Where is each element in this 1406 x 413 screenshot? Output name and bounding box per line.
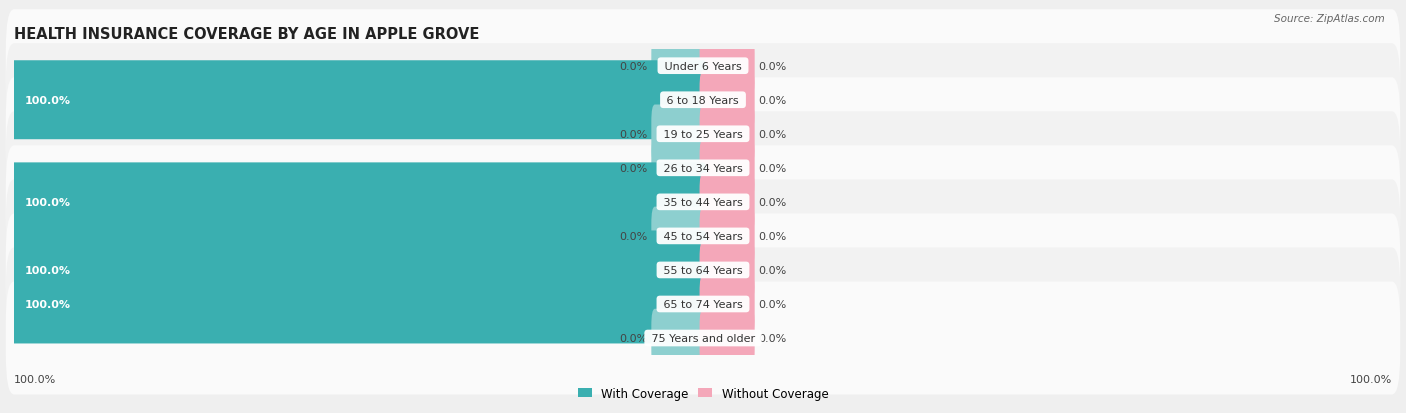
Text: 55 to 64 Years: 55 to 64 Years — [659, 265, 747, 275]
FancyBboxPatch shape — [651, 309, 706, 368]
Text: 0.0%: 0.0% — [758, 265, 786, 275]
Text: 0.0%: 0.0% — [758, 299, 786, 309]
Text: 65 to 74 Years: 65 to 74 Years — [659, 299, 747, 309]
FancyBboxPatch shape — [6, 112, 1400, 225]
FancyBboxPatch shape — [8, 231, 709, 310]
Text: Source: ZipAtlas.com: Source: ZipAtlas.com — [1274, 14, 1385, 24]
FancyBboxPatch shape — [700, 105, 755, 164]
Text: 35 to 44 Years: 35 to 44 Years — [659, 197, 747, 207]
Text: 100.0%: 100.0% — [24, 95, 70, 105]
FancyBboxPatch shape — [700, 139, 755, 197]
FancyBboxPatch shape — [700, 71, 755, 130]
Text: 100.0%: 100.0% — [14, 374, 56, 384]
Text: 19 to 25 Years: 19 to 25 Years — [659, 129, 747, 140]
Text: 0.0%: 0.0% — [620, 231, 648, 241]
Text: 6 to 18 Years: 6 to 18 Years — [664, 95, 742, 105]
FancyBboxPatch shape — [6, 282, 1400, 394]
FancyBboxPatch shape — [700, 241, 755, 299]
FancyBboxPatch shape — [651, 105, 706, 164]
Legend: With Coverage, Without Coverage: With Coverage, Without Coverage — [572, 382, 834, 404]
FancyBboxPatch shape — [8, 61, 709, 140]
Text: 0.0%: 0.0% — [620, 129, 648, 140]
Text: 100.0%: 100.0% — [1350, 374, 1392, 384]
Text: 0.0%: 0.0% — [758, 164, 786, 173]
Text: 26 to 34 Years: 26 to 34 Years — [659, 164, 747, 173]
Text: 0.0%: 0.0% — [758, 95, 786, 105]
FancyBboxPatch shape — [8, 163, 709, 242]
Text: 0.0%: 0.0% — [620, 164, 648, 173]
FancyBboxPatch shape — [6, 78, 1400, 191]
FancyBboxPatch shape — [700, 37, 755, 96]
FancyBboxPatch shape — [6, 214, 1400, 327]
FancyBboxPatch shape — [700, 173, 755, 232]
Text: Under 6 Years: Under 6 Years — [661, 62, 745, 71]
Text: 0.0%: 0.0% — [620, 333, 648, 343]
FancyBboxPatch shape — [6, 248, 1400, 361]
Text: HEALTH INSURANCE COVERAGE BY AGE IN APPLE GROVE: HEALTH INSURANCE COVERAGE BY AGE IN APPL… — [14, 26, 479, 41]
Text: 100.0%: 100.0% — [24, 299, 70, 309]
FancyBboxPatch shape — [700, 207, 755, 266]
FancyBboxPatch shape — [6, 146, 1400, 259]
Text: 100.0%: 100.0% — [24, 197, 70, 207]
FancyBboxPatch shape — [6, 10, 1400, 123]
Text: 0.0%: 0.0% — [758, 129, 786, 140]
Text: 0.0%: 0.0% — [758, 197, 786, 207]
FancyBboxPatch shape — [6, 44, 1400, 157]
Text: 0.0%: 0.0% — [758, 333, 786, 343]
FancyBboxPatch shape — [651, 139, 706, 197]
FancyBboxPatch shape — [651, 207, 706, 266]
Text: 45 to 54 Years: 45 to 54 Years — [659, 231, 747, 241]
FancyBboxPatch shape — [700, 275, 755, 333]
Text: 75 Years and older: 75 Years and older — [648, 333, 758, 343]
FancyBboxPatch shape — [651, 37, 706, 96]
Text: 0.0%: 0.0% — [758, 62, 786, 71]
FancyBboxPatch shape — [6, 180, 1400, 293]
Text: 100.0%: 100.0% — [24, 265, 70, 275]
Text: 0.0%: 0.0% — [758, 231, 786, 241]
Text: 0.0%: 0.0% — [620, 62, 648, 71]
FancyBboxPatch shape — [8, 265, 709, 344]
FancyBboxPatch shape — [700, 309, 755, 368]
